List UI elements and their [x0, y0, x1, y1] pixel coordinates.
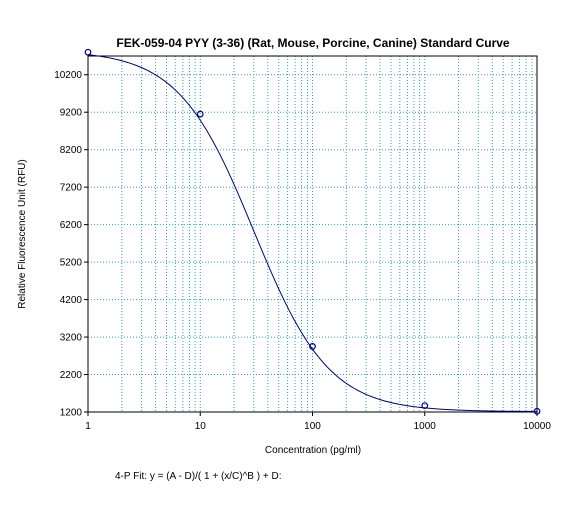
y-tick-label: 7200	[60, 183, 83, 194]
x-axis-label: Concentration (pg/ml)	[265, 445, 361, 456]
y-tick-label: 10200	[54, 70, 82, 81]
y-tick-label: 6200	[60, 220, 83, 231]
y-axis: 1200 2200 3200 4200 5200 6200 7200 8200 9200 1020…	[54, 70, 88, 419]
y-tick-label: 8200	[60, 145, 83, 156]
x-tick-label: 10000	[523, 421, 551, 432]
y-tick-label: 3200	[60, 333, 83, 344]
data-point	[421, 402, 429, 410]
y-tick-label: 4200	[60, 295, 83, 306]
data-point	[309, 343, 316, 350]
fit-equation: 4-P Fit: y = (A - D)/( 1 + (x/C)^B ) + D…	[115, 471, 281, 482]
x-tick-label: 1000	[414, 421, 437, 432]
data-points	[84, 48, 541, 415]
data-point	[196, 110, 204, 118]
data-point	[84, 48, 92, 56]
data-point	[533, 407, 541, 415]
y-tick-label: 2200	[60, 370, 83, 381]
x-tick-label: 1	[85, 421, 91, 432]
y-tick-label: 1200	[60, 408, 83, 419]
chart-title: FEK-059-04 PYY (3-36) (Rat, Mouse, Porci…	[116, 36, 510, 50]
grid	[88, 56, 537, 412]
y-tick-label: 5200	[60, 258, 83, 269]
y-axis-label: Relative Fluorescence Unit (RFU)	[17, 159, 28, 309]
x-axis: 1 10 100 1000 10000	[85, 412, 551, 432]
y-tick-label: 9200	[60, 108, 83, 119]
x-tick-label: 10	[195, 421, 207, 432]
x-tick-label: 100	[304, 421, 321, 432]
